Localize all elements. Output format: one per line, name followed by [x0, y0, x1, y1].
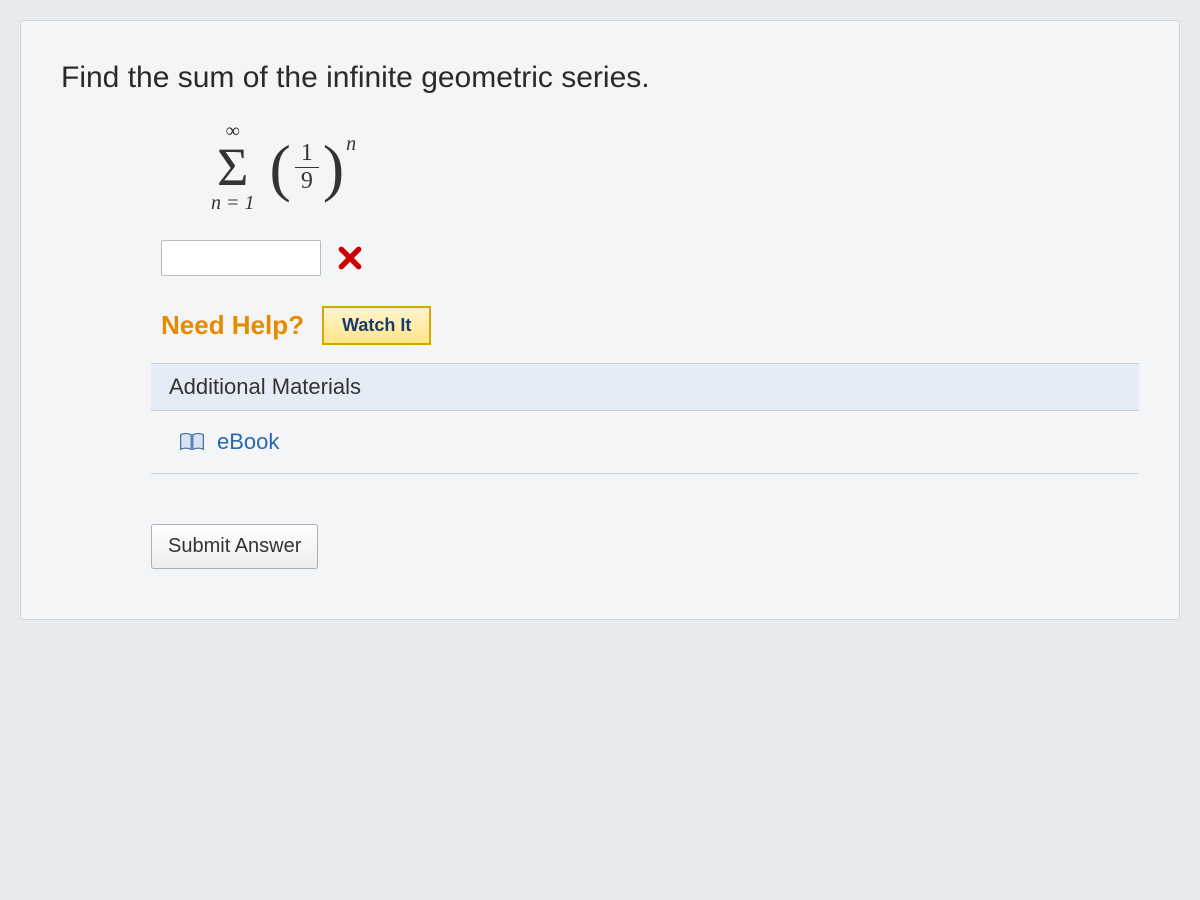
fraction-term: ( 1 9 ) n [270, 139, 357, 197]
sigma-lower-limit: n = 1 [211, 192, 255, 215]
need-help-row: Need Help? Watch It [161, 306, 1139, 345]
sigma-icon: Σ [217, 143, 248, 192]
fraction: 1 9 [295, 140, 319, 195]
additional-materials-header: Additional Materials [151, 363, 1139, 411]
ebook-link[interactable]: eBook [217, 429, 279, 455]
watch-it-button[interactable]: Watch It [322, 306, 431, 345]
book-icon [179, 431, 205, 453]
incorrect-icon [337, 245, 363, 271]
need-help-label: Need Help? [161, 310, 304, 341]
summation-symbol: ∞ Σ n = 1 [211, 120, 255, 215]
answer-row [161, 240, 1139, 276]
question-panel: Find the sum of the infinite geometric s… [20, 20, 1180, 620]
numerator: 1 [295, 140, 319, 168]
submit-answer-button[interactable]: Submit Answer [151, 524, 318, 569]
ebook-row: eBook [151, 411, 1139, 474]
math-expression: ∞ Σ n = 1 ( 1 9 ) n [211, 120, 1139, 215]
question-prompt: Find the sum of the infinite geometric s… [61, 61, 1139, 95]
submit-row: Submit Answer [151, 524, 1139, 569]
paren-left: ( [270, 139, 291, 197]
paren-right: ) [323, 139, 344, 197]
answer-input[interactable] [161, 240, 321, 276]
exponent: n [346, 133, 356, 156]
denominator: 9 [295, 168, 319, 195]
